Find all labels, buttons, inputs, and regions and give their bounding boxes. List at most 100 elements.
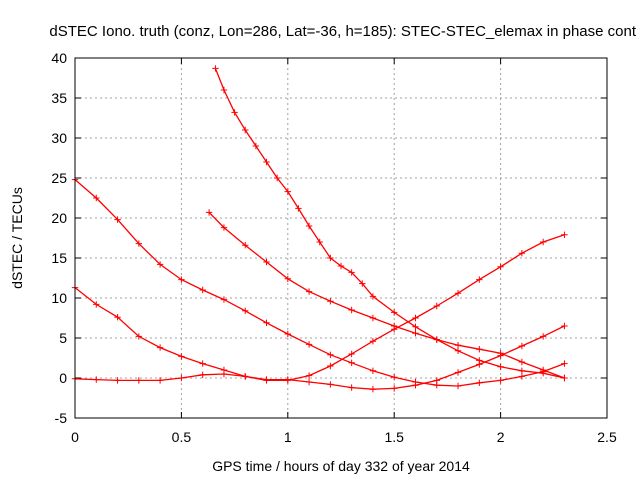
data-point: [178, 276, 185, 283]
data-point: [305, 288, 313, 295]
data-point: [263, 319, 270, 326]
data-point: [114, 216, 121, 223]
data-point: [114, 377, 121, 384]
grid: [75, 58, 607, 418]
y-tick-label: 25: [51, 170, 67, 186]
data-point: [242, 373, 249, 380]
series-line: [74, 287, 565, 390]
series-3: [71, 231, 568, 384]
series-line: [208, 211, 565, 379]
data-point: [156, 377, 164, 384]
data-series: [71, 65, 568, 393]
data-point: [454, 382, 462, 390]
data-point: [135, 333, 143, 340]
data-point: [433, 336, 440, 343]
data-point: [391, 309, 398, 316]
y-tick-label: 40: [51, 50, 67, 66]
data-point: [391, 385, 398, 392]
data-point: [412, 382, 419, 389]
data-point: [156, 344, 164, 351]
data-point: [135, 240, 143, 247]
y-tick-label: 5: [59, 330, 67, 346]
data-point: [454, 369, 462, 376]
data-point: [93, 194, 100, 202]
data-point: [284, 275, 291, 282]
data-point: [497, 363, 504, 370]
data-point: [135, 377, 143, 384]
data-point: [497, 377, 504, 384]
data-point: [518, 358, 526, 366]
data-point: [348, 359, 355, 366]
chart-title: dSTEC Iono. truth (conz, Lon=286, Lat=-3…: [49, 23, 636, 40]
data-point: [199, 360, 206, 367]
data-point: [114, 314, 121, 321]
data-point: [433, 377, 440, 384]
series-1: [71, 176, 568, 390]
data-point: [305, 372, 313, 379]
x-tick-label: 0: [71, 429, 79, 445]
data-point: [156, 261, 164, 268]
data-point: [327, 298, 334, 305]
data-point: [327, 362, 334, 370]
data-point: [284, 188, 291, 195]
x-tick-label: 2.5: [597, 429, 617, 445]
y-tick-label: -5: [55, 410, 68, 426]
data-point: [273, 174, 281, 182]
y-tick-label: 0: [59, 370, 67, 386]
data-point: [242, 307, 249, 314]
data-point: [433, 302, 440, 310]
data-point: [497, 263, 504, 270]
data-point: [476, 379, 483, 386]
y-tick-label: 10: [51, 290, 67, 306]
data-point: [199, 371, 206, 378]
data-point: [391, 374, 398, 381]
data-point: [497, 350, 504, 357]
data-point: [359, 280, 366, 287]
data-point: [412, 323, 419, 330]
data-point: [476, 357, 483, 364]
data-point: [539, 333, 547, 340]
data-point: [220, 86, 228, 94]
y-tick-label: 15: [51, 250, 67, 266]
data-point: [518, 250, 526, 257]
x-tick-label: 2: [497, 429, 505, 445]
data-point: [305, 378, 313, 386]
data-point: [178, 353, 185, 360]
data-point: [348, 350, 355, 358]
data-point: [212, 65, 219, 72]
data-point: [539, 366, 547, 374]
series-4: [212, 65, 568, 382]
data-point: [263, 158, 270, 166]
data-point: [454, 290, 462, 297]
data-point: [369, 386, 377, 393]
data-point: [242, 126, 249, 134]
data-point: [284, 330, 291, 338]
data-point: [561, 374, 568, 382]
data-point: [369, 314, 377, 322]
data-point: [476, 276, 483, 283]
data-point: [539, 238, 547, 246]
data-point: [178, 374, 185, 382]
series-5: [205, 209, 568, 382]
data-point: [369, 293, 377, 300]
series-line: [74, 234, 565, 382]
data-point: [348, 269, 355, 276]
data-point: [199, 286, 206, 294]
data-point: [327, 351, 334, 358]
data-point: [412, 330, 419, 337]
data-point: [369, 338, 377, 345]
y-tick-label: 20: [51, 210, 67, 226]
data-point: [220, 370, 228, 378]
data-point: [518, 342, 526, 350]
data-point: [348, 384, 355, 391]
data-point: [561, 231, 568, 238]
x-tick-label: 1: [284, 429, 292, 445]
data-point: [327, 381, 334, 388]
data-point: [518, 367, 526, 374]
data-point: [220, 296, 228, 303]
data-point: [454, 342, 462, 349]
data-point: [284, 377, 291, 384]
data-point: [305, 222, 313, 230]
data-point: [518, 373, 526, 380]
